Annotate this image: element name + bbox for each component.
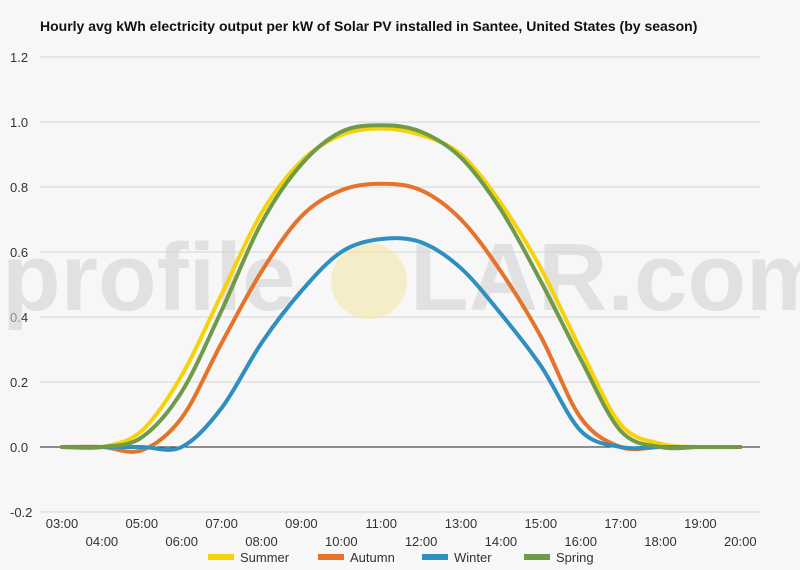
legend-swatch-autumn [318, 554, 344, 560]
y-tick-label: 0.4 [10, 310, 28, 325]
y-tick-label: 0.2 [10, 375, 28, 390]
x-tick-label: 18:00 [644, 534, 677, 549]
y-tick-label: -0.2 [10, 505, 32, 520]
x-tick-label: 03:00 [46, 516, 79, 531]
x-tick-label: 15:00 [525, 516, 558, 531]
legend-swatch-spring [524, 554, 550, 560]
series-line-summer [60, 126, 743, 451]
x-tick-label: 13:00 [445, 516, 478, 531]
y-tick-label: 1.2 [10, 50, 28, 65]
legend-label-winter: Winter [454, 550, 492, 565]
x-tick-label: 14:00 [485, 534, 518, 549]
x-tick-label: 10:00 [325, 534, 358, 549]
legend-label-summer: Summer [240, 550, 290, 565]
x-tick-label: 16:00 [564, 534, 597, 549]
x-tick-label: 08:00 [245, 534, 278, 549]
y-tick-label: 0.6 [10, 245, 28, 260]
y-tick-label: 1.0 [10, 115, 28, 130]
watermark-text: LAR.com [410, 224, 800, 331]
x-tick-label: 09:00 [285, 516, 318, 531]
y-tick-label: 0.8 [10, 180, 28, 195]
legend-swatch-winter [422, 554, 448, 560]
legend-label-spring: Spring [556, 550, 594, 565]
watermark-sun-icon [331, 243, 407, 319]
legend-label-autumn: Autumn [350, 550, 395, 565]
x-tick-label: 19:00 [684, 516, 717, 531]
x-tick-label: 07:00 [205, 516, 238, 531]
series-line-winter [60, 236, 743, 452]
series-line-spring [60, 123, 743, 451]
y-tick-label: 0.0 [10, 440, 28, 455]
x-tick-label: 06:00 [165, 534, 198, 549]
x-tick-label: 04:00 [86, 534, 119, 549]
x-tick-label: 11:00 [365, 516, 397, 531]
x-tick-label: 20:00 [724, 534, 757, 549]
x-tick-label: 12:00 [405, 534, 438, 549]
legend-swatch-summer [208, 554, 234, 560]
x-tick-label: 05:00 [126, 516, 159, 531]
x-tick-label: 17:00 [604, 516, 637, 531]
chart-title: Hourly avg kWh electricity output per kW… [40, 18, 698, 34]
